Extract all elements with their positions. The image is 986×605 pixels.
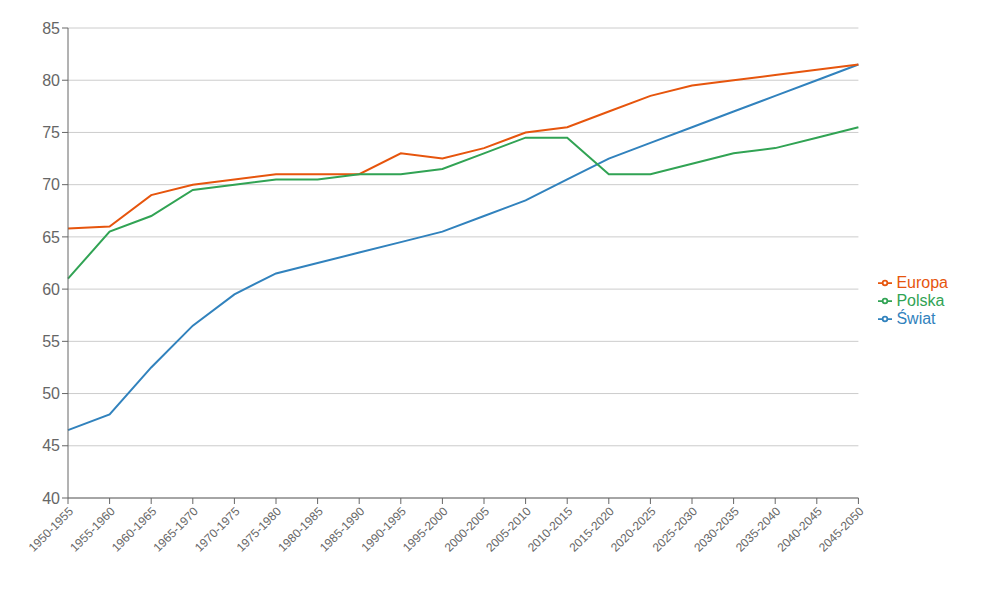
svg-text:2020-2025: 2020-2025 <box>608 504 659 555</box>
svg-text:1975-1980: 1975-1980 <box>233 504 285 555</box>
svg-text:55: 55 <box>42 333 60 350</box>
svg-text:2015-2020: 2015-2020 <box>566 504 617 555</box>
svg-text:1950-1955: 1950-1955 <box>25 504 77 555</box>
svg-text:1985-1990: 1985-1990 <box>316 504 368 555</box>
html-text:Polska: Polska <box>896 291 945 309</box>
svg-text:2000-2005: 2000-2005 <box>441 504 493 555</box>
svg-text:2030-2035: 2030-2035 <box>691 504 742 555</box>
html-text:Europa: Europa <box>896 273 948 291</box>
svg-text:80: 80 <box>42 72 60 89</box>
svg-text:75: 75 <box>42 124 60 141</box>
svg-text:1955-1960: 1955-1960 <box>67 504 118 555</box>
svg-text:45: 45 <box>42 437 60 454</box>
svg-text:2040-2045: 2040-2045 <box>774 504 825 555</box>
svg-text:40: 40 <box>42 490 60 507</box>
svg-text:2045-2050: 2045-2050 <box>816 504 867 555</box>
svg-text:1965-1970: 1965-1970 <box>150 504 201 555</box>
svg-text:50: 50 <box>42 385 60 402</box>
svg-text:65: 65 <box>42 229 60 246</box>
svg-text:1970-1975: 1970-1975 <box>192 504 243 555</box>
svg-text:70: 70 <box>42 176 60 193</box>
svg-text:2035-2040: 2035-2040 <box>732 504 784 555</box>
html-text:Świat: Świat <box>896 309 936 327</box>
svg-text:2005-2010: 2005-2010 <box>483 504 534 555</box>
svg-text:1995-2000: 1995-2000 <box>400 504 451 555</box>
svg-text:1990-1995: 1990-1995 <box>358 504 409 555</box>
svg-text:60: 60 <box>42 281 60 298</box>
svg-text:2010-2015: 2010-2015 <box>524 504 576 555</box>
svg-text:1980-1985: 1980-1985 <box>275 504 326 555</box>
svg-text:85: 85 <box>42 20 60 37</box>
svg-text:1960-1965: 1960-1965 <box>108 504 160 555</box>
svg-text:2025-2030: 2025-2030 <box>649 504 701 555</box>
